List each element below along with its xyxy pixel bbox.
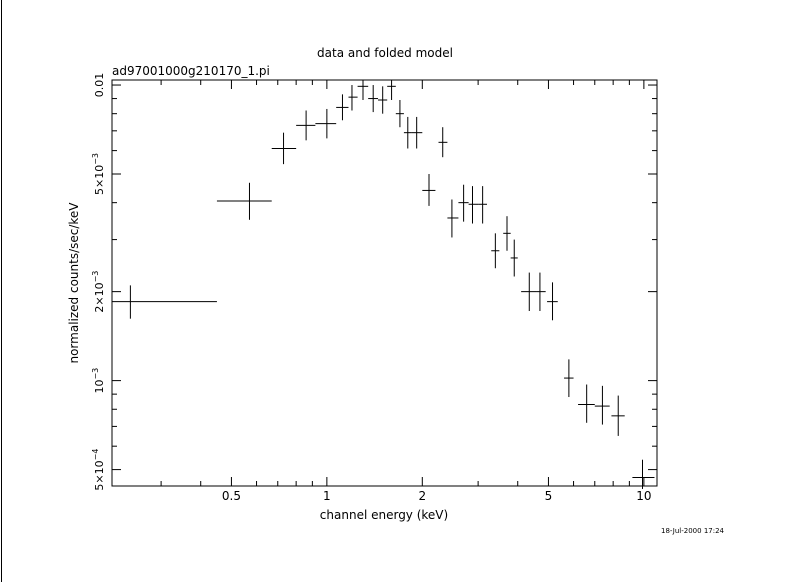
x-axis-ticks	[160, 80, 645, 486]
data-point	[491, 233, 500, 269]
data-point	[296, 110, 316, 141]
data-point	[348, 85, 358, 111]
plot-frame	[111, 79, 658, 487]
data-point	[336, 94, 349, 121]
x-tick-label: 2	[418, 489, 426, 503]
data-point	[521, 272, 537, 311]
data-point	[632, 459, 655, 489]
data-point	[503, 216, 511, 251]
data-point	[368, 85, 379, 113]
x-tick-label: 10	[636, 489, 651, 503]
data-point	[578, 384, 595, 423]
data-point	[315, 108, 337, 139]
x-axis-tick-labels: 0.5 1 2 5 10	[222, 489, 652, 503]
x-tick-label: 0.5	[222, 489, 241, 503]
y-tick-label-text: 10−3	[91, 368, 106, 394]
data-point	[447, 199, 459, 238]
data-point	[112, 285, 217, 319]
data-point	[611, 395, 625, 436]
data-point	[438, 127, 448, 158]
data-point	[478, 186, 488, 224]
y-tick-label-text: 5×10−3	[91, 153, 106, 195]
data-point	[395, 99, 404, 128]
x-axis-label: channel energy (keV)	[320, 508, 448, 522]
data-point	[378, 86, 388, 114]
chart-title: data and folded model	[317, 46, 453, 60]
y-tick-label: 0.01	[93, 73, 106, 98]
data-series	[112, 80, 655, 489]
y-tick-label-text: 2×10−3	[91, 271, 106, 313]
x-tick-label: 5	[545, 489, 553, 503]
y-tick-label-text: 0.01	[93, 73, 106, 98]
data-point	[271, 132, 297, 165]
x-tick-label: 1	[323, 489, 331, 503]
data-point	[564, 359, 574, 398]
data-point	[458, 184, 469, 222]
y-tick-label: 5×10−4	[91, 449, 106, 491]
y-tick-label: 5×10−3	[91, 153, 106, 195]
data-point	[387, 80, 396, 100]
data-point	[536, 272, 546, 311]
data-point	[468, 186, 479, 224]
data-point	[403, 116, 412, 149]
y-tick-label: 10−3	[91, 368, 106, 394]
data-point	[216, 182, 272, 220]
data-point	[422, 174, 436, 206]
y-axis-ticks	[112, 84, 657, 471]
data-point	[547, 282, 558, 321]
data-point	[510, 239, 518, 277]
data-point	[411, 116, 423, 149]
data-point	[594, 385, 610, 425]
y-axis-label: normalized counts/sec/keV	[67, 202, 81, 364]
y-tick-label-text: 5×10−4	[91, 449, 106, 491]
y-tick-label: 2×10−3	[91, 271, 106, 313]
y-axis-tick-labels: 5×10−4 10−3 2×10−3 5×10−3 0.01	[91, 73, 106, 491]
data-point	[357, 80, 369, 100]
chart-subtitle: ad97001000g210170_1.pi	[112, 64, 270, 78]
timestamp: 18-Jul-2000 17:24	[661, 527, 725, 535]
